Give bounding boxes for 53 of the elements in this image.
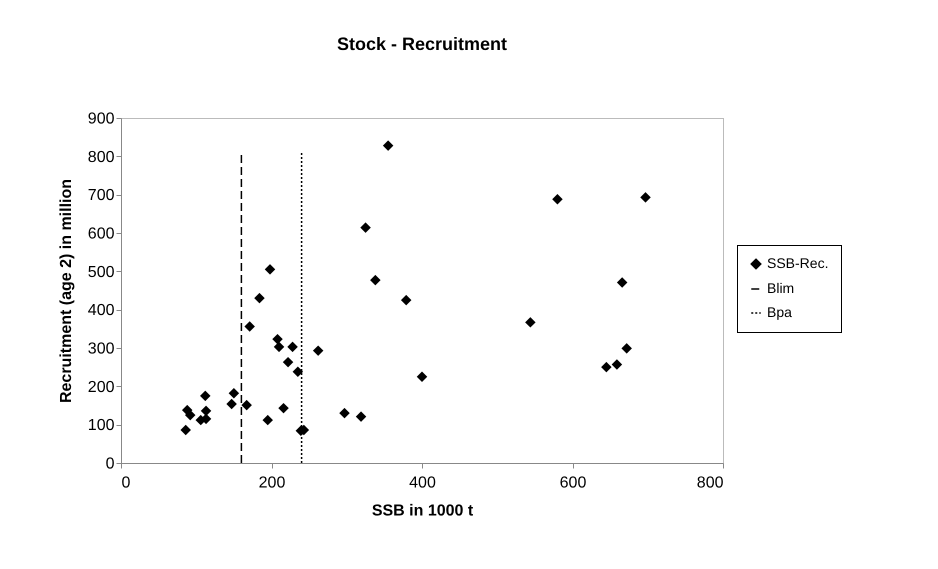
point bbox=[601, 362, 612, 372]
point bbox=[400, 294, 412, 306]
y-tick-label: 400 bbox=[88, 302, 115, 320]
point bbox=[640, 192, 651, 203]
point bbox=[262, 414, 273, 426]
legend-label: Blim bbox=[767, 280, 794, 296]
point bbox=[612, 359, 622, 370]
y-tick-label: 0 bbox=[106, 456, 115, 472]
x-tick-label: 0 bbox=[122, 474, 130, 492]
point bbox=[287, 342, 298, 352]
point bbox=[244, 321, 255, 332]
point bbox=[264, 264, 276, 275]
point bbox=[241, 400, 252, 410]
point bbox=[228, 388, 240, 398]
point bbox=[525, 317, 536, 328]
point bbox=[254, 292, 265, 304]
chart-title: Stock - Recruitment bbox=[336, 34, 508, 54]
point bbox=[360, 222, 371, 233]
point bbox=[226, 398, 237, 410]
legend-label: Bpa bbox=[767, 304, 792, 320]
y-tick-label: 100 bbox=[88, 417, 115, 434]
point bbox=[382, 140, 394, 151]
point bbox=[292, 366, 304, 378]
point bbox=[356, 411, 366, 422]
y-tick-label: 200 bbox=[88, 378, 115, 396]
legend-label: SSB-Rec. bbox=[767, 255, 828, 271]
x-tick-label: 800 bbox=[696, 474, 724, 492]
point bbox=[200, 390, 211, 402]
y-tick-label: 500 bbox=[88, 264, 115, 281]
point bbox=[621, 343, 632, 354]
x-axis-title: SSB in 1000 t bbox=[372, 502, 474, 520]
y-tick-label: 600 bbox=[88, 226, 115, 242]
point bbox=[339, 408, 350, 418]
point bbox=[272, 334, 283, 344]
point bbox=[552, 194, 563, 205]
x-tick-label: 200 bbox=[258, 474, 286, 492]
y-tick-label: 800 bbox=[88, 148, 115, 166]
point bbox=[200, 406, 212, 416]
x-tick-label: 600 bbox=[560, 474, 586, 492]
point bbox=[282, 356, 294, 368]
y-axis-title: Recruitment (age 2) in million bbox=[58, 178, 75, 404]
point bbox=[312, 345, 324, 356]
point bbox=[180, 424, 191, 436]
point bbox=[184, 410, 196, 420]
x-tick-label: 400 bbox=[409, 474, 436, 492]
y-tick-label: 300 bbox=[88, 340, 115, 358]
point bbox=[616, 277, 628, 288]
point bbox=[278, 402, 289, 414]
point bbox=[416, 372, 428, 382]
point bbox=[370, 274, 381, 286]
point bbox=[274, 342, 284, 352]
y-tick-label: 700 bbox=[88, 187, 115, 204]
y-tick-label: 900 bbox=[88, 110, 115, 128]
